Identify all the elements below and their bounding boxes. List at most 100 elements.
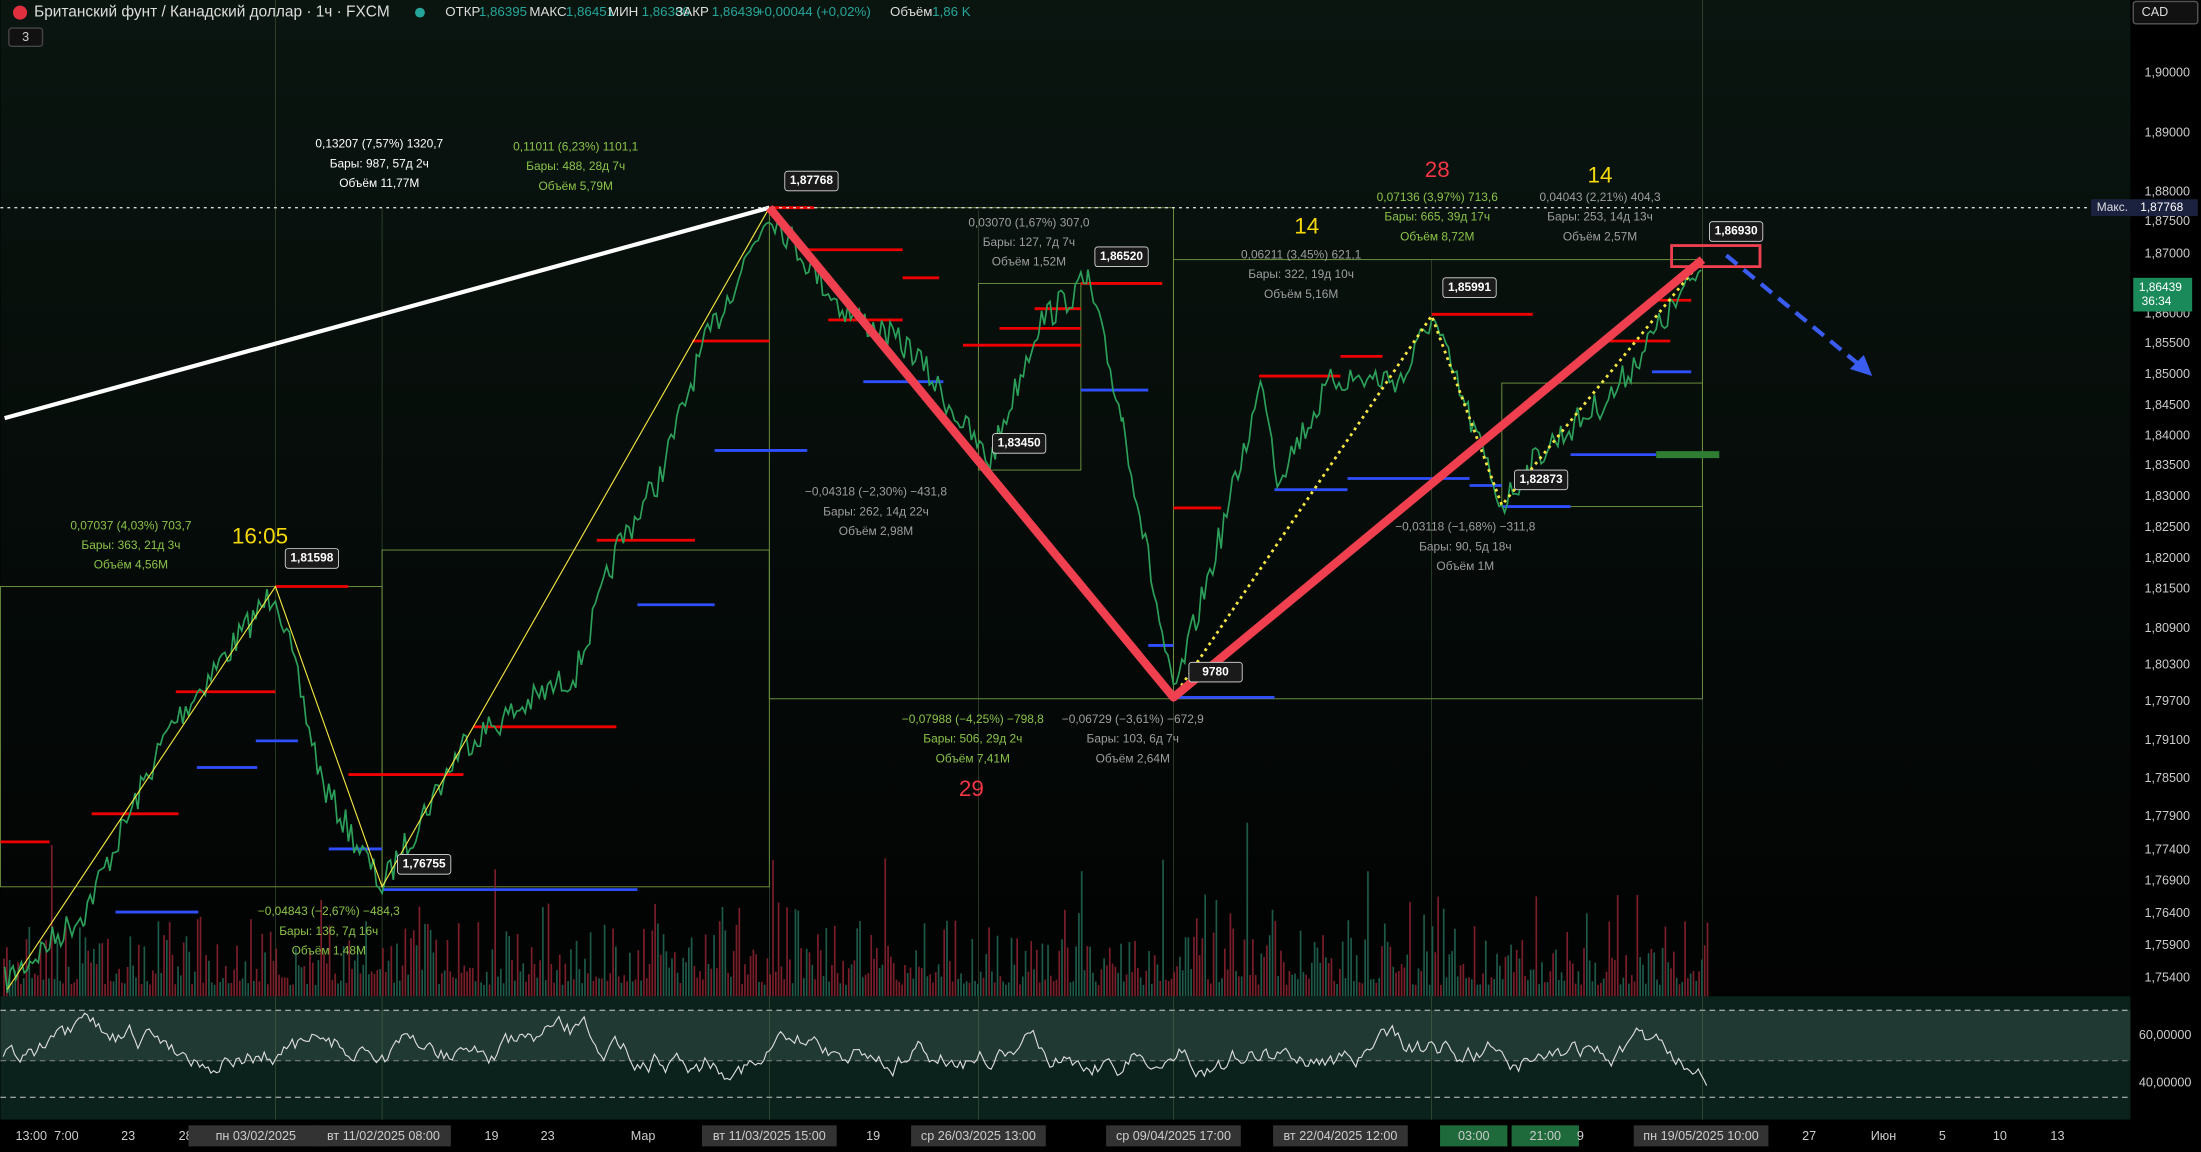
volume-bar: [429, 929, 432, 997]
volume-bar: [589, 932, 592, 997]
volume-bar: [334, 973, 337, 997]
volume-bar: [449, 971, 452, 997]
volume-bar: [1580, 984, 1583, 997]
volume-bar: [118, 968, 120, 997]
volume-bar: [70, 983, 73, 997]
volume-bar: [1212, 932, 1215, 997]
volume-bar: [645, 978, 648, 997]
volume-bar: [1223, 948, 1226, 997]
volume-bar: [651, 930, 654, 997]
target-box: [1670, 244, 1762, 269]
volume-bar: [452, 977, 454, 997]
time-tick: вт 22/04/2025 12:00: [1284, 1129, 1398, 1143]
volume-bar: [390, 946, 393, 997]
price-label: 1,85991: [1448, 280, 1491, 294]
volume-bar: [1602, 978, 1605, 997]
volume-bar: [542, 907, 544, 997]
price-label-box: [397, 854, 452, 875]
measurement-line: Объём 2,98M: [839, 524, 913, 538]
volume-bar: [640, 980, 642, 997]
volume-bar: [1510, 944, 1512, 997]
volume-bar: [1097, 984, 1100, 997]
measurement-line: Бары: 987, 57д 2ч: [330, 156, 429, 170]
volume-bar: [3, 958, 5, 997]
volume-bar: [648, 964, 651, 997]
volume-bar: [1108, 947, 1111, 997]
volume-bar: [1557, 979, 1560, 997]
volume-bar: [570, 949, 572, 997]
volume-bar: [42, 979, 45, 997]
volume-bar: [623, 975, 626, 997]
volume-bar: [1403, 967, 1406, 997]
volume-bar: [1614, 959, 1616, 997]
volume-bar: [713, 935, 715, 997]
volume-bar: [1209, 983, 1212, 997]
time-tick: 19: [485, 1129, 499, 1143]
volume-bar: [962, 983, 965, 997]
volume-bar: [505, 931, 508, 997]
volume-bar: [457, 923, 460, 997]
volume-bar: [758, 981, 760, 997]
volume-bar: [1369, 979, 1372, 997]
price-label-box: [784, 170, 839, 192]
volume-bar: [584, 958, 586, 997]
volume-bar: [1675, 977, 1678, 997]
volume-bar: [485, 971, 488, 997]
measurement-line: Объём 1,48M: [292, 944, 366, 958]
volume-bar: [471, 968, 474, 997]
volume-bar: [491, 949, 494, 997]
volume-bar: [673, 952, 676, 997]
volume-bar: [943, 929, 946, 997]
volume-bar: [157, 921, 160, 997]
volume-bar: [1038, 982, 1041, 997]
volume-bar: [1271, 909, 1274, 997]
volume-bar: [342, 946, 345, 997]
volume-bar: [842, 960, 845, 997]
volume-bar: [474, 981, 477, 997]
volume-bar: [1591, 981, 1594, 997]
volume-bar: [1389, 946, 1392, 997]
price-tick: 1,79700: [2144, 694, 2190, 708]
volume-bar: [143, 946, 146, 997]
volume-bar: [1080, 871, 1083, 997]
volume-bar: [1437, 896, 1439, 997]
volume-bar: [1075, 946, 1077, 997]
volume-bar: [929, 974, 931, 997]
volume-bar: [1667, 962, 1670, 997]
volume-bar: [219, 981, 221, 997]
volume-bar: [1454, 928, 1456, 997]
volume-bar: [600, 978, 603, 997]
volume-bar: [165, 940, 168, 997]
volume-bar: [1013, 964, 1016, 997]
currency-button[interactable]: [2132, 0, 2199, 25]
volume-bar: [1285, 984, 1288, 997]
volume-bar: [317, 960, 320, 997]
volume-bar: [370, 971, 373, 997]
volume-bar: [1538, 984, 1540, 997]
rsi-tick: 60,00000: [2139, 1028, 2192, 1042]
measurement-line: Бары: 262, 14д 22ч: [823, 504, 929, 518]
volume-bar: [741, 984, 743, 997]
max-badge: [2091, 199, 2198, 217]
volume-bar: [1162, 859, 1164, 997]
volume-bar: [202, 982, 205, 997]
volume-bar: [1148, 951, 1150, 997]
volume-bar: [724, 930, 727, 997]
volume-bar: [387, 960, 390, 997]
ohlc-change: +0,00044 (+0,02%): [757, 4, 871, 19]
volume-bar: [1153, 955, 1156, 997]
volume-bar: [904, 965, 906, 997]
volume-bar: [1529, 969, 1532, 997]
volume-bar: [1515, 949, 1518, 997]
volume-bar: [1451, 951, 1453, 997]
volume-bar: [1361, 983, 1364, 997]
volume-bar: [281, 977, 283, 997]
volume-bar: [909, 967, 912, 997]
volume-bar: [1142, 984, 1145, 997]
ohlc-volume-label: Объём: [890, 4, 932, 19]
volume-bar: [292, 984, 294, 997]
volume-bar: [1019, 984, 1021, 997]
volume-bar: [1291, 974, 1294, 997]
volume-bar: [951, 981, 954, 997]
volume-bar: [783, 979, 786, 997]
